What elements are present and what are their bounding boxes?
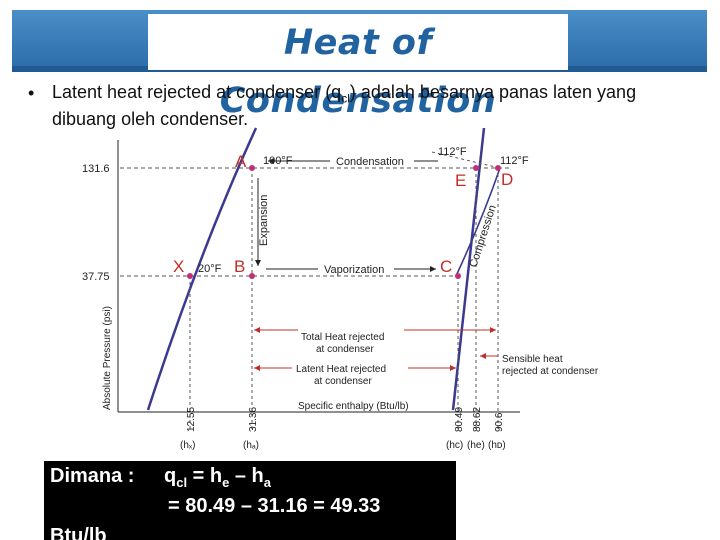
point-e-dot [473,165,479,171]
point-b-dot [249,273,255,279]
saturated-liquid-line [146,127,258,411]
point-d-dot [495,165,501,171]
eq1-sub-e: e [222,475,230,490]
equation-line-1: qcl = he – ha [164,465,271,490]
bullet-text-part1: Latent heat rejected at condenser (q [52,82,342,102]
h-label-d: (hᴅ) [488,440,506,451]
eq1-q: q [164,465,177,487]
bullet-text-part2: ) adalah besarnya panas laten yang dibua… [52,82,637,129]
temp-112-left-label: 112°F [438,146,467,158]
point-d-label: D [501,170,513,189]
eq1-sub-cl: cl [176,475,188,490]
latent-heat-label-1: Latent Heat rejected [296,364,386,375]
pressure-low-label: 37.75 [82,271,110,283]
total-heat-label-2: at condenser [316,344,374,355]
h-label-c: (hc) [446,440,463,451]
h-value-e: 88.62 [472,407,483,432]
h-value-c: 80.49 [454,407,465,432]
point-c-label: C [440,257,452,276]
unit-label: Btu/lb [50,525,107,540]
answer-box: Dimana : qcl = he – ha = 80.49 – 31.16 =… [44,461,456,540]
point-a-label: A [235,152,247,171]
h-label-x: (hₓ) [180,440,196,451]
bullet-text: Latent heat rejected at condenser (qcl) … [52,82,692,129]
point-c-dot [455,273,461,279]
x-axis-label: Specific enthalpy (Btu/lb) [298,401,409,412]
equation-line-2: = 80.49 – 31.16 = 49.33 [168,495,381,517]
pressure-high-label: 131.6 [82,163,110,175]
total-heat-label-1: Total Heat rejected [301,332,384,343]
sensible-heat-label-1: Sensible heat [502,354,563,365]
bullet-marker: • [28,83,35,103]
point-x-label: X [173,257,184,276]
sensible-heat-label-2: rejected at condenser [502,366,599,377]
dimana-label: Dimana : [50,465,135,487]
bullet-subscript: cl [341,91,350,106]
y-axis-label: Absolute Pressure (psi) [102,306,113,410]
h-label-a: (hₐ) [243,440,259,451]
point-e-label: E [455,171,466,190]
h-label-e: (he) [467,440,485,451]
eq1-mid2: – h [229,465,264,487]
superheat-curve [455,167,501,277]
condensation-label: Condensation [336,156,404,168]
point-x-dot [187,273,193,279]
latent-heat-label-2: at condenser [314,376,372,387]
point-a-dot [249,165,255,171]
h-value-d: 90.6 [494,412,505,432]
h-value-a: 31.36 [248,407,259,432]
temp-20-label: 20°F [198,263,222,275]
expansion-label: Expansion [258,195,270,246]
h-value-x: 12.55 [186,407,197,432]
eq1-mid: = h [187,465,223,487]
slide-title: Heat of Condensation [148,14,568,121]
point-b-label: B [234,257,245,276]
temp-112-right-label: 112°F [500,155,529,167]
vaporization-label: Vaporization [324,264,384,276]
eq1-sub-a: a [263,475,271,490]
